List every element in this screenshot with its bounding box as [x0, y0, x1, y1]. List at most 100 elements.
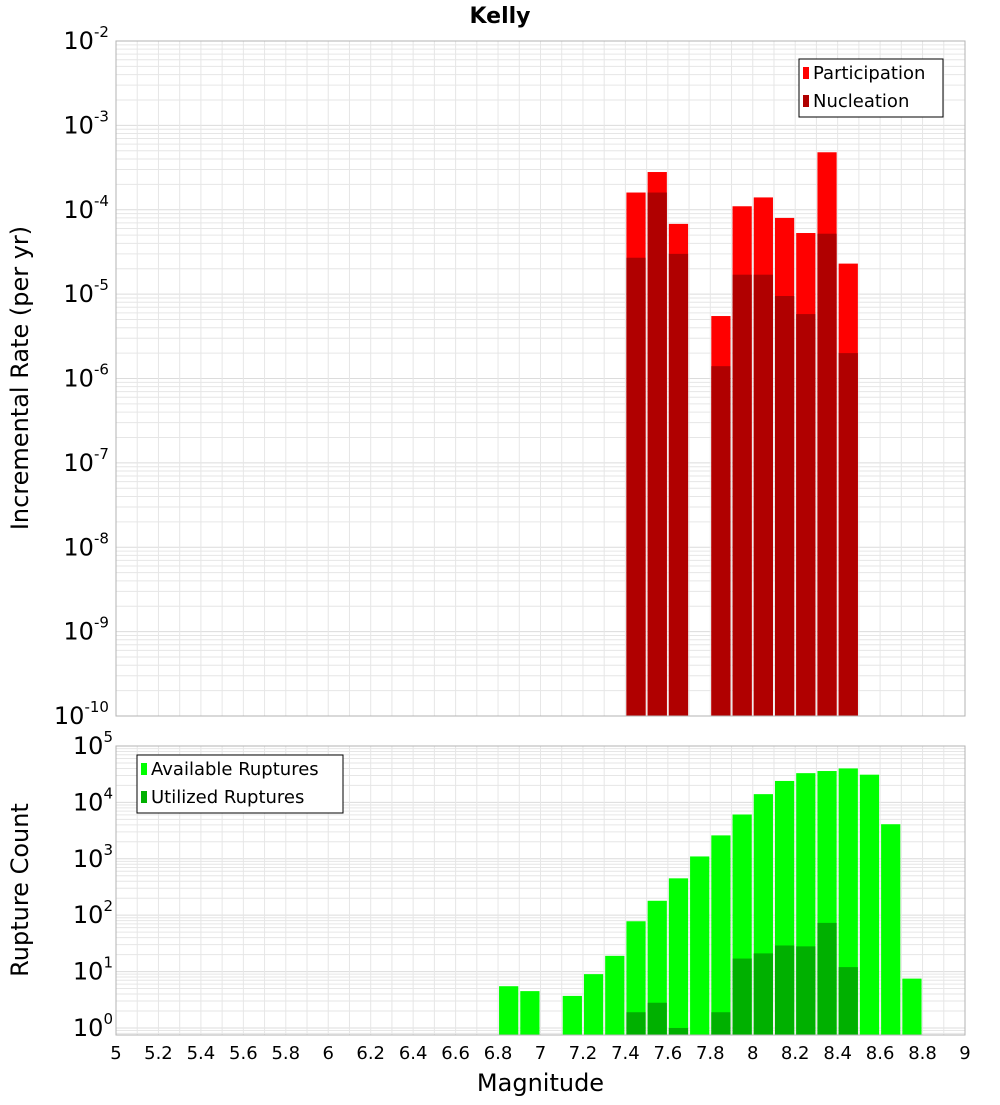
bottom-ytick-label: 103: [73, 841, 113, 873]
available-ruptures-bar: [647, 900, 667, 1035]
ytick-exponent: 3: [103, 841, 113, 859]
utilized-ruptures-bar: [668, 1027, 689, 1035]
top-ytick-label: 10-6: [63, 361, 109, 393]
nucleation-bar: [753, 274, 773, 716]
ytick-base: 10: [73, 958, 104, 986]
top-ytick-label: 10-7: [63, 445, 109, 477]
nucleation-bar: [711, 366, 731, 716]
xtick-label: 7.4: [611, 1043, 640, 1064]
bottom-plot-border: [115, 745, 966, 1036]
bottom-legend-label: Available Ruptures: [151, 759, 319, 780]
utilized-ruptures-bar: [732, 958, 752, 1035]
bottom-legend-swatch: [141, 763, 147, 775]
xtick-label: 6: [323, 1043, 334, 1064]
xtick-label: 6.4: [399, 1043, 428, 1064]
available-ruptures-bar: [562, 995, 582, 1035]
bottom-legend-swatch: [141, 791, 147, 803]
ytick-exponent: -2: [94, 23, 109, 41]
available-ruptures-bar: [520, 991, 540, 1035]
ytick-exponent: 2: [103, 897, 113, 915]
ytick-exponent: -6: [94, 361, 109, 379]
ytick-exponent: -3: [94, 107, 109, 125]
top-ytick-label: 10-9: [63, 614, 109, 646]
xtick-label: 7.2: [569, 1043, 598, 1064]
top-ytick-label: 10-3: [63, 107, 109, 139]
xtick-label: 5.2: [144, 1043, 173, 1064]
ytick-exponent: 1: [103, 954, 113, 972]
available-ruptures-bar: [859, 774, 880, 1035]
utilized-ruptures-bar: [753, 953, 773, 1035]
nucleation-bar: [796, 314, 816, 716]
nucleation-bar: [817, 233, 837, 716]
nucleation-bar: [626, 257, 646, 716]
xlabel: Magnitude: [477, 1069, 604, 1097]
xtick-label: 8.8: [908, 1043, 937, 1064]
ytick-base: 10: [63, 27, 94, 55]
ytick-exponent: 4: [103, 784, 113, 802]
nucleation-bar: [774, 296, 795, 716]
nucleation-bar: [668, 253, 689, 716]
ytick-base: 10: [73, 845, 104, 873]
ytick-exponent: -4: [94, 192, 109, 210]
available-ruptures-bar: [668, 878, 689, 1035]
chart-title: Kelly: [469, 4, 530, 29]
top-legend-swatch: [803, 95, 809, 107]
bottom-legend-label: Utilized Ruptures: [151, 787, 304, 808]
bottom-ytick-label: 105: [73, 728, 113, 760]
xtick-label: 6.6: [441, 1043, 470, 1064]
ytick-exponent: -9: [94, 614, 109, 632]
ytick-base: 10: [73, 788, 104, 816]
available-ruptures-bar: [499, 986, 519, 1035]
nucleation-bar: [838, 353, 858, 716]
ytick-base: 10: [54, 702, 85, 730]
available-ruptures-bar: [626, 921, 646, 1035]
xtick-label: 5: [110, 1043, 121, 1064]
available-ruptures-bar: [605, 955, 625, 1035]
top-legend-swatch: [803, 67, 809, 79]
ytick-base: 10: [63, 618, 94, 646]
xtick-label: 8.6: [866, 1043, 895, 1064]
ytick-exponent: -10: [84, 698, 109, 716]
bottom-ytick-label: 102: [73, 897, 113, 929]
ytick-base: 10: [63, 449, 94, 477]
ytick-base: 10: [63, 365, 94, 393]
utilized-ruptures-bar: [817, 922, 837, 1035]
available-ruptures-bar: [711, 835, 731, 1035]
ytick-exponent: -8: [94, 529, 109, 547]
ytick-exponent: 0: [103, 1010, 113, 1028]
xtick-label: 5.4: [187, 1043, 216, 1064]
nucleation-bar: [647, 192, 667, 717]
ytick-base: 10: [73, 732, 104, 760]
xtick-label: 5.6: [229, 1043, 258, 1064]
bottom-legend-box: [136, 754, 344, 814]
utilized-ruptures-bar: [774, 945, 795, 1035]
xtick-label: 6.2: [356, 1043, 385, 1064]
ytick-base: 10: [63, 280, 94, 308]
xtick-label: 8: [747, 1043, 758, 1064]
top-ytick-label: 10-5: [63, 276, 109, 308]
top-ytick-label: 10-10: [54, 698, 109, 730]
available-ruptures-bar: [902, 978, 922, 1035]
xtick-label: 5.8: [271, 1043, 300, 1064]
ytick-base: 10: [73, 901, 104, 929]
xtick-label: 7.6: [654, 1043, 683, 1064]
bottom-ytick-label: 101: [73, 954, 113, 986]
top-legend-box: [798, 58, 944, 118]
utilized-ruptures-bar: [626, 1012, 646, 1035]
top-ylabel: Incremental Rate (per yr): [6, 226, 34, 530]
ytick-exponent: -7: [94, 445, 109, 463]
top-ytick-label: 10-2: [63, 23, 109, 55]
top-legend-label: Participation: [813, 63, 925, 84]
utilized-ruptures-bar: [838, 967, 858, 1035]
ytick-base: 10: [63, 196, 94, 224]
participation-nucleation-panel: 10-210-310-410-510-610-710-810-910-10Inc…: [6, 23, 966, 730]
ytick-base: 10: [63, 533, 94, 561]
available-ruptures-bar: [583, 974, 604, 1035]
xtick-label: 8.2: [781, 1043, 810, 1064]
ytick-base: 10: [63, 111, 94, 139]
ytick-exponent: -5: [94, 276, 109, 294]
xtick-label: 6.8: [484, 1043, 513, 1064]
available-ruptures-bar: [881, 824, 901, 1035]
